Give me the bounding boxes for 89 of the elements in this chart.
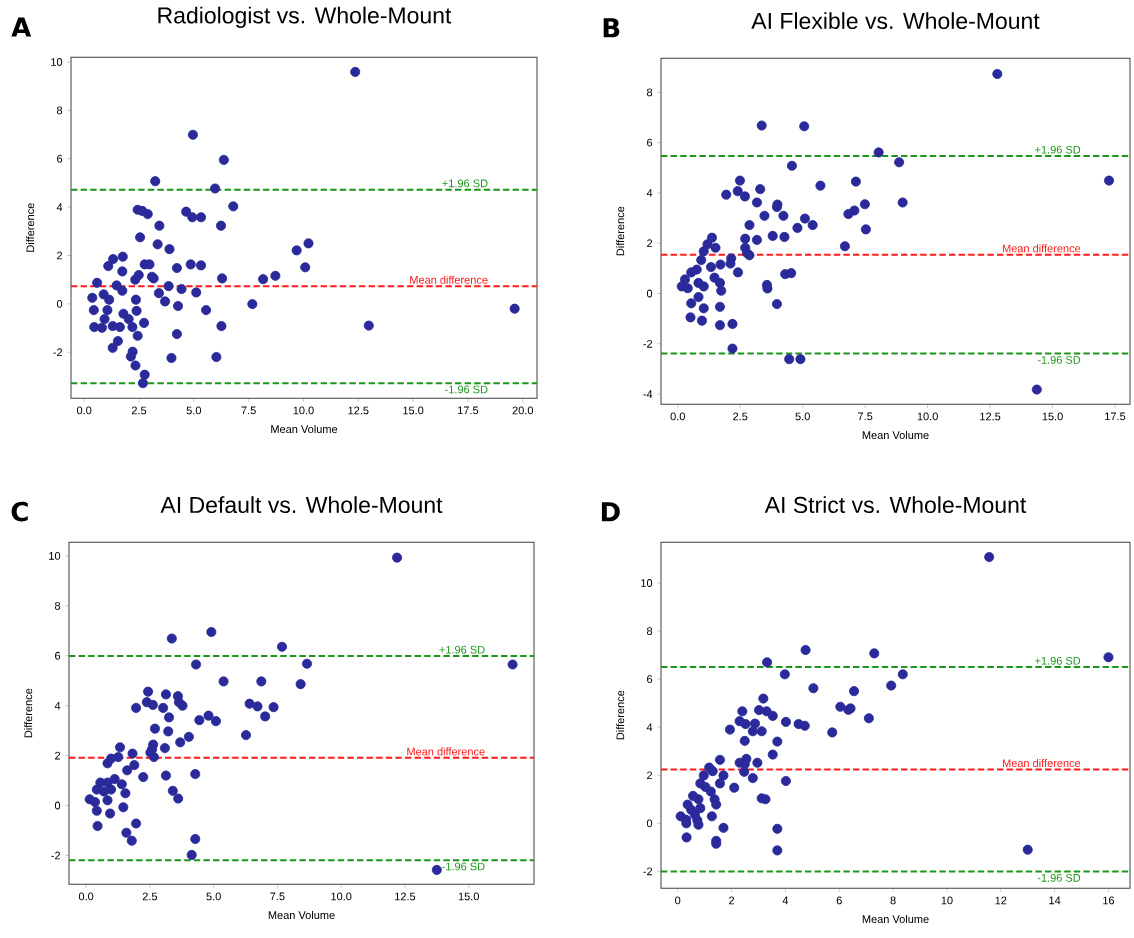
y-tick-label: 8: [646, 627, 653, 635]
y-tick-label: 0: [646, 289, 653, 298]
y-tick-label: 10: [641, 579, 653, 587]
y-axis-title: Difference: [616, 206, 625, 256]
ref-line-label: Mean difference: [410, 275, 488, 284]
text: A: [11, 17, 32, 37]
x-tick-label: 20.0: [512, 406, 534, 415]
ref-line-label: +1.96 SD: [439, 645, 485, 654]
text: B: [603, 18, 620, 38]
x-tick-label: 17.5: [1105, 412, 1126, 421]
x-tick-label: 10.0: [331, 892, 352, 901]
y-tick-label: 2: [57, 251, 63, 260]
y-tick-label: 8: [56, 106, 63, 115]
x-tick-label: 2: [729, 896, 735, 905]
ref-line-label: +1.96 SD: [1035, 656, 1081, 665]
x-tick-label: 10.0: [293, 406, 314, 415]
x-tick-label: 0.0: [76, 406, 92, 415]
x-tick-label: 2.5: [142, 892, 158, 901]
x-tick-label: 2.5: [733, 412, 748, 421]
y-tick-label: 8: [646, 88, 653, 97]
ref-line-label: Mean difference: [1002, 244, 1081, 253]
x-axis-title: Mean Volume: [862, 914, 929, 923]
x-axis-title: Mean Volume: [862, 430, 929, 439]
y-tick-label: 2: [55, 751, 61, 760]
y-tick-label: -2: [53, 348, 63, 356]
x-tick-label: 15.0: [1042, 412, 1063, 421]
y-tick-label: -2: [643, 339, 653, 348]
x-tick-label: 0: [675, 896, 681, 905]
x-tick-label: 5.0: [186, 406, 202, 415]
y-tick-label: -4: [643, 390, 653, 398]
y-tick-label: 6: [647, 138, 653, 147]
x-tick-label: 10: [941, 896, 953, 905]
x-tick-label: 7.5: [241, 406, 256, 415]
y-tick-label: 0: [54, 801, 61, 810]
y-tick-label: -2: [643, 867, 653, 876]
chart-title: AI Strict vs. Whole-Mount: [764, 496, 1027, 514]
x-tick-label: 0.0: [670, 412, 685, 421]
ref-line-label: Mean difference: [1002, 758, 1081, 767]
y-tick-label: 6: [57, 154, 63, 163]
y-tick-label: 4: [646, 723, 653, 731]
x-tick-label: 2.5: [131, 406, 147, 415]
y-tick-label: 10: [51, 58, 63, 66]
chart-title: AI Default vs. Whole-Mount: [160, 496, 443, 514]
y-axis-title: Difference: [616, 690, 625, 740]
y-tick-label: 2: [647, 239, 653, 247]
x-tick-label: 5.0: [206, 892, 221, 901]
x-tick-label: 8: [890, 896, 896, 905]
x-tick-label: 12.5: [395, 892, 416, 901]
x-tick-label: 6: [836, 896, 842, 905]
y-tick-label: 4: [54, 701, 61, 710]
x-tick-label: 15.0: [458, 892, 479, 901]
x-tick-label: 5.0: [795, 412, 810, 421]
x-tick-label: 15.0: [403, 406, 424, 415]
x-tick-label: 14: [1049, 896, 1061, 905]
x-axis-title: Mean Volume: [268, 910, 335, 919]
y-tick-label: 10: [49, 551, 61, 560]
y-tick-label: 8: [54, 601, 61, 610]
x-tick-label: 10.0: [917, 412, 938, 421]
y-axis-title: Difference: [24, 688, 33, 738]
ref-line-label: +1.96 SD: [442, 179, 488, 188]
ref-line-label: -1.96 SD: [445, 385, 488, 394]
chart-title: AI Flexible vs. Whole-Mount: [751, 12, 1040, 29]
x-axis-title: Mean Volume: [271, 424, 338, 433]
y-tick-label: 4: [646, 189, 653, 197]
x-tick-label: 12: [995, 896, 1007, 905]
text: D: [601, 502, 620, 522]
ref-line-label: +1.96 SD: [1035, 145, 1081, 154]
x-tick-label: 4: [782, 896, 789, 905]
ref-line-label: -1.96 SD: [1037, 873, 1081, 882]
y-tick-label: 2: [647, 771, 653, 779]
y-tick-label: 0: [646, 819, 653, 828]
y-tick-label: 6: [55, 651, 61, 660]
x-tick-label: 7.5: [858, 412, 873, 421]
x-tick-label: 12.5: [348, 406, 369, 415]
ref-line-label: -1.96 SD: [1037, 355, 1081, 364]
y-tick-label: 6: [647, 675, 653, 683]
y-tick-label: 4: [56, 203, 63, 211]
x-tick-label: 12.5: [980, 412, 1001, 421]
ref-line-label: -1.96 SD: [442, 862, 485, 871]
y-tick-label: 0: [56, 299, 63, 308]
x-tick-label: 0.0: [78, 892, 94, 901]
ref-line-label: Mean difference: [407, 747, 485, 756]
chart-title: Radiologist vs. Whole-Mount: [158, 6, 452, 29]
x-tick-label: 7.5: [270, 892, 285, 901]
text: C: [11, 501, 28, 522]
y-tick-label: -2: [51, 851, 61, 860]
y-axis-title: Difference: [26, 203, 35, 252]
x-tick-label: 16: [1103, 896, 1115, 905]
x-tick-label: 17.5: [458, 406, 479, 415]
